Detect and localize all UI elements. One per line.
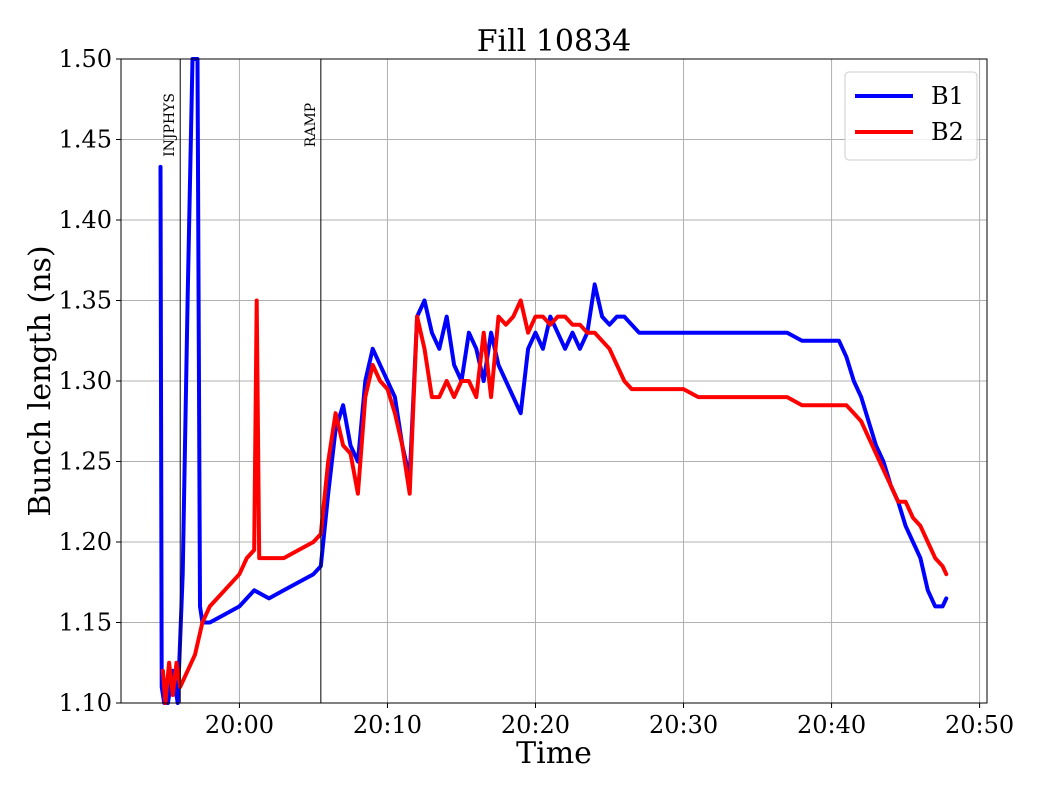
y-tick-label: 1.35 [59,287,112,315]
event-markers: INJPHYS RAMP [162,59,322,703]
y-tick-label: 1.25 [59,448,112,476]
x-tick-label: 20:00 [205,711,274,739]
y-tick-label: 1.40 [59,206,112,234]
series-line-b1 [158,57,949,705]
x-tick-label: 20:20 [501,711,570,739]
x-tick-label: 20:10 [353,711,422,739]
y-axis-label: Bunch length (ns) [23,245,58,516]
x-axis-label: Time [516,736,592,771]
tick-group: 20:00 20:10 20:20 20:30 20:40 20:50 1.10 1.15 1.… [59,45,1015,739]
y-tick-label: 1.30 [59,367,112,395]
series-line-b2 [160,298,949,705]
y-tick-label: 1.45 [59,126,112,154]
event-label: RAMP [303,103,319,147]
legend-label-b1: B1 [931,82,964,110]
legend-label-b2: B2 [931,118,964,146]
y-tick-label: 1.20 [59,528,112,556]
event-label: INJPHYS [162,93,178,157]
series-group [158,57,949,705]
y-tick-label: 1.50 [59,45,112,73]
x-tick-label: 20:30 [649,711,718,739]
x-tick-label: 20:50 [945,711,1014,739]
y-tick-label: 1.10 [59,689,112,717]
x-tick-label: 20:40 [797,711,866,739]
y-tick-label: 1.15 [59,609,112,637]
chart-title: Fill 10834 [477,24,632,59]
